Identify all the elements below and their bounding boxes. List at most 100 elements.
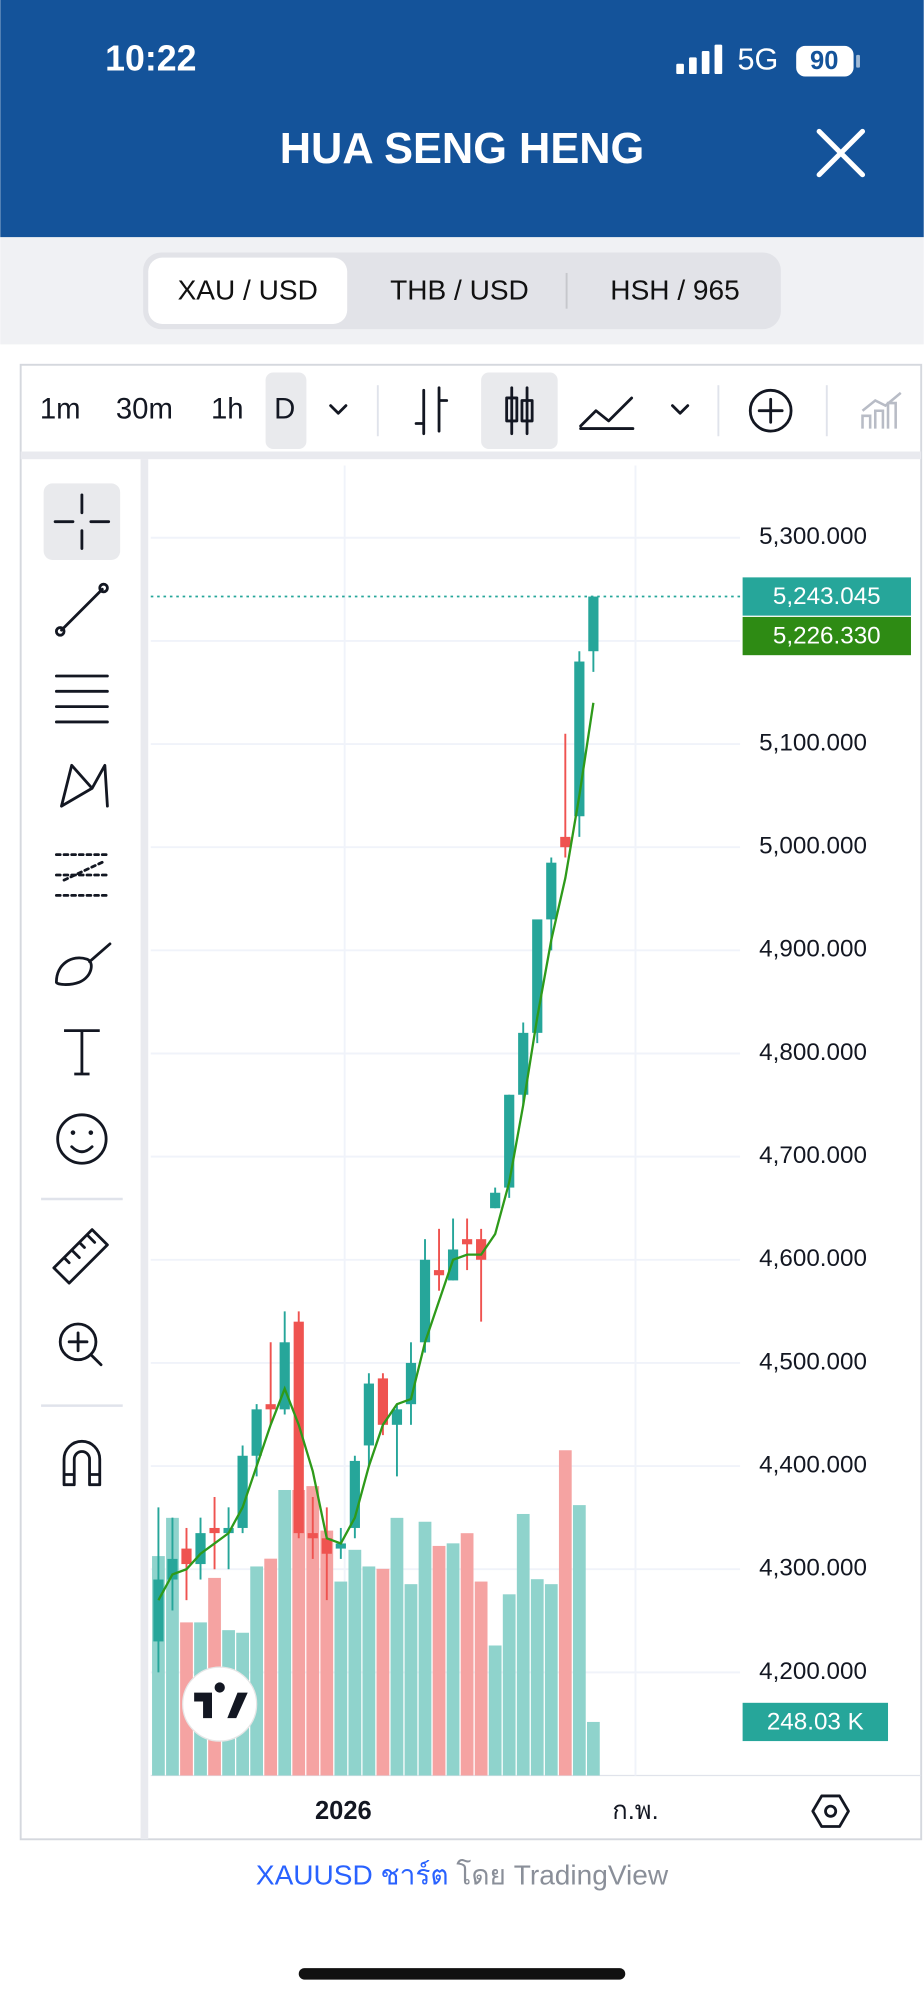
volume-bar (292, 1489, 306, 1776)
style-dropdown[interactable] (671, 404, 690, 415)
footer-link[interactable]: XAUUSD ชาร์ต (256, 1860, 449, 1891)
candle-body (405, 1362, 417, 1405)
footer-by: โดย TradingView (456, 1859, 669, 1891)
y-tick-label: 5,300.000 (759, 523, 867, 550)
plot-area (150, 595, 741, 1776)
volume-bar (362, 1566, 376, 1776)
volume-bar (558, 1450, 572, 1776)
tab[interactable]: HSH / 965 (610, 274, 739, 305)
volume-bar (432, 1545, 446, 1776)
emoji-tool[interactable] (56, 1113, 108, 1165)
text-tool[interactable] (64, 1029, 100, 1076)
candle-body (518, 1032, 529, 1095)
candle-body (546, 862, 557, 920)
candle-style-icon[interactable] (510, 386, 529, 436)
candle-body (279, 1342, 290, 1410)
y-tick-label: 4,700.000 (759, 1142, 867, 1169)
status-network: 5G (737, 42, 778, 76)
projection-tool[interactable] (54, 853, 109, 897)
volume-bar (390, 1517, 404, 1776)
tab[interactable]: THB / USD (390, 274, 529, 305)
candle-body (447, 1249, 459, 1281)
volume-bar (320, 1530, 334, 1776)
volume-label: 248.03 K (767, 1709, 864, 1736)
home-indicator (298, 1968, 626, 1980)
y-tick-label: 5,000.000 (759, 833, 867, 860)
interval[interactable]: 1m (40, 392, 81, 425)
battery-tip (856, 54, 860, 68)
volume-bar (460, 1533, 474, 1776)
y-tick-label: 4,800.000 (759, 1039, 867, 1066)
candle-body (490, 1192, 501, 1209)
candle-body (391, 1409, 403, 1425)
crosshair-tool[interactable] (53, 493, 111, 550)
area-style-icon[interactable] (579, 396, 635, 430)
candle-body (223, 1527, 234, 1534)
candle-body (321, 1538, 332, 1554)
bar-style-icon[interactable] (414, 386, 449, 436)
trendline-tool[interactable] (54, 582, 109, 637)
interval-dropdown[interactable] (329, 404, 348, 415)
zoom-tool[interactable] (58, 1322, 103, 1367)
moving-average-line (157, 702, 595, 1601)
volume-bar (544, 1584, 558, 1776)
volume-bar (306, 1486, 320, 1776)
signal-icon (676, 44, 723, 74)
volume-bar (348, 1549, 362, 1776)
volume-bar (334, 1581, 348, 1776)
volume-bar (502, 1594, 516, 1776)
footer-attribution: XAUUSD ชาร์ต โดย TradingView (256, 1859, 669, 1891)
candle-body (363, 1383, 374, 1446)
interval-selected-bg (265, 372, 307, 449)
y-tick-label: 4,300.000 (759, 1555, 867, 1582)
compare-icon[interactable] (861, 391, 902, 429)
fib-tool[interactable] (54, 674, 109, 724)
volume-bar (516, 1513, 530, 1776)
x-tick-label: ก.พ. (612, 1797, 658, 1825)
candle-body (237, 1455, 248, 1528)
price-label: 5,243.045 (773, 583, 881, 610)
y-tick-label: 4,200.000 (759, 1658, 867, 1685)
candle-body (419, 1259, 431, 1343)
battery-level: 90 (810, 47, 838, 75)
candle-body (209, 1527, 220, 1534)
magnet-tool[interactable] (62, 1439, 102, 1487)
volume-bar (572, 1505, 586, 1776)
header-bg (0, 0, 924, 238)
candle-body (574, 661, 585, 817)
candle-body (265, 1404, 276, 1410)
volume-bar (530, 1579, 544, 1776)
settings-button[interactable] (811, 1794, 850, 1828)
pattern-tool[interactable] (60, 763, 109, 808)
brush-tool[interactable] (54, 942, 112, 986)
y-tick-label: 4,900.000 (759, 936, 867, 963)
interval[interactable]: 1h (211, 392, 244, 425)
toolbar-separators (376, 385, 828, 437)
interval[interactable]: D (274, 392, 295, 425)
volume-label-bg (742, 1702, 889, 1742)
candle-style-bg (481, 372, 558, 449)
price-label-bg (742, 616, 911, 656)
ruler-tool[interactable] (52, 1228, 109, 1285)
price-label-bg (742, 577, 911, 616)
tool-selected-bg (43, 483, 121, 560)
tab[interactable]: XAU / USD (178, 274, 318, 305)
candle-body (349, 1460, 360, 1528)
volume-bar (488, 1645, 502, 1776)
candle-body (476, 1239, 487, 1260)
candle-body (532, 919, 543, 1033)
indicator-button[interactable] (748, 388, 793, 433)
price-label: 5,226.330 (773, 623, 881, 650)
interval[interactable]: 30m (116, 392, 173, 425)
close-button[interactable] (816, 128, 866, 178)
tradingview-logo[interactable] (182, 1666, 258, 1742)
candle-body (307, 1533, 318, 1539)
volume-bar (446, 1543, 460, 1776)
candle-body (167, 1558, 178, 1580)
volume-bar (250, 1566, 264, 1776)
candle-body (504, 1094, 515, 1188)
x-tick-label: 2026 (315, 1797, 372, 1825)
battery-icon (796, 45, 854, 77)
candle-style-body (520, 399, 534, 423)
